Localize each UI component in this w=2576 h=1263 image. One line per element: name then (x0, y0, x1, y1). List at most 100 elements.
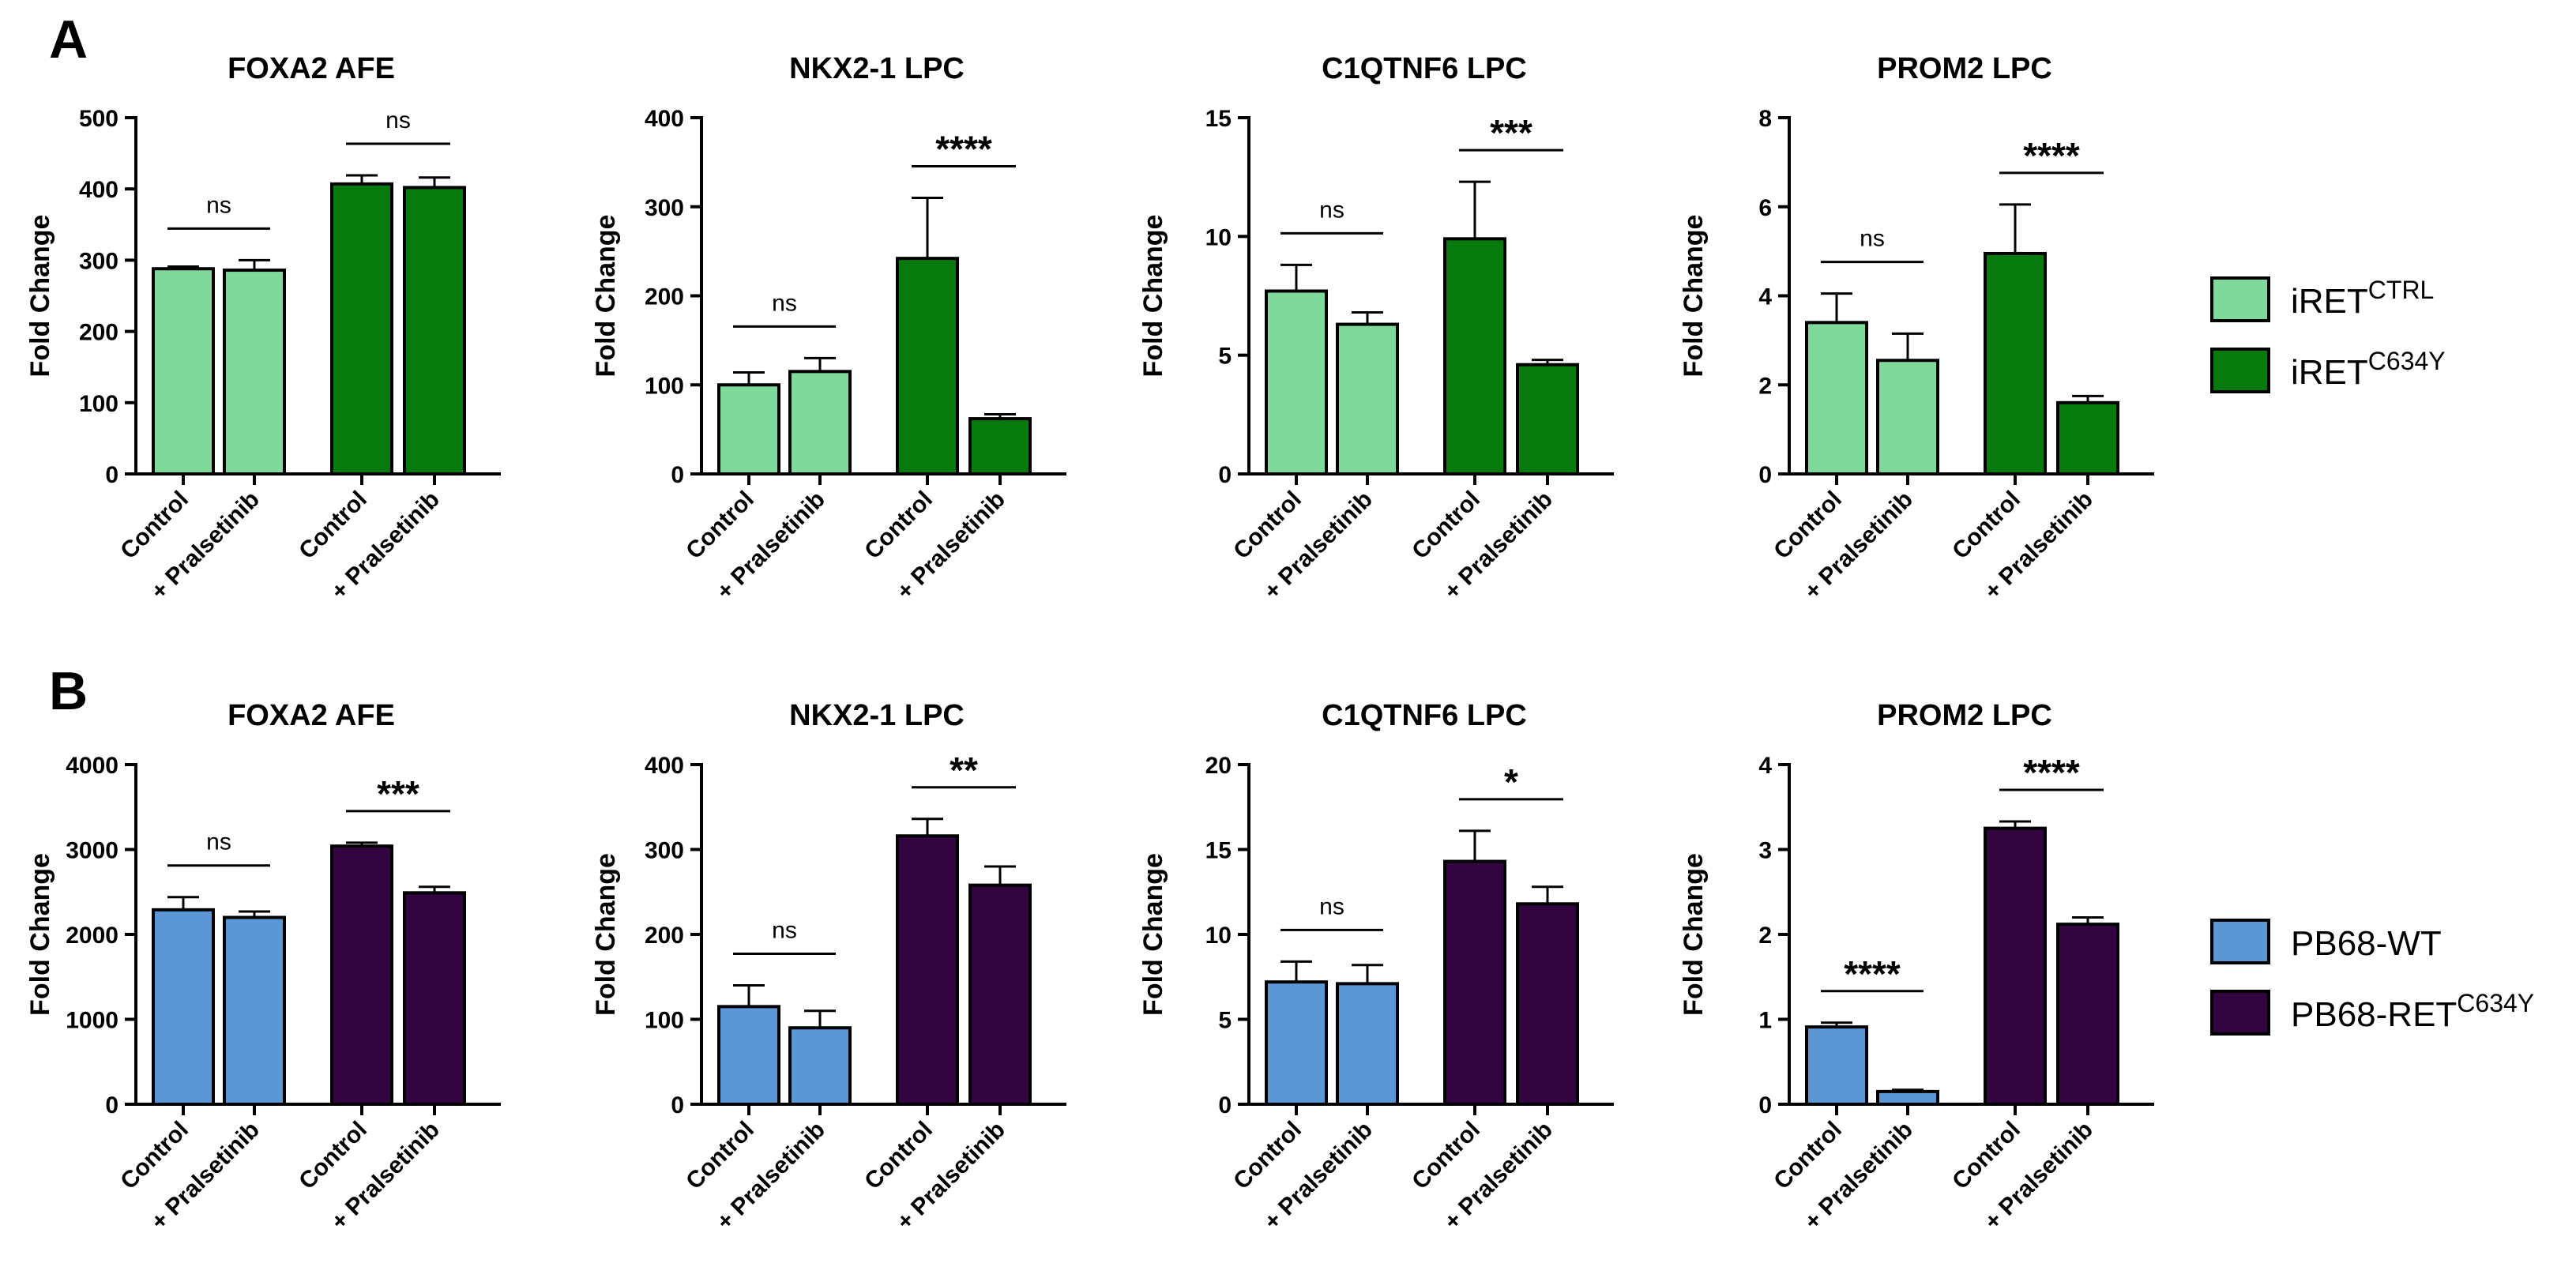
significance-label: ns (1860, 226, 1885, 252)
y-axis-label: Fold Change (591, 215, 621, 378)
bar (223, 269, 286, 476)
y-tick-label: 4000 (66, 753, 118, 779)
y-tick-label: 1 (1758, 1008, 1772, 1034)
y-tick-label: 5 (1218, 344, 1232, 370)
chart-title: FOXA2 AFE (228, 52, 395, 85)
chart-title: NKX2-1 LPC (789, 52, 965, 85)
legend-swatch (2210, 990, 2270, 1036)
y-tick-label: 0 (671, 1092, 684, 1118)
significance-label: ns (206, 829, 231, 855)
y-tick-label: 4 (1758, 753, 1772, 779)
y-axis-label: Fold Change (1679, 853, 1709, 1016)
significance-label: ns (772, 290, 797, 316)
bar (788, 1026, 852, 1106)
legend-label-superscript: CTRL (2368, 276, 2435, 304)
y-axis-label: Fold Change (25, 215, 55, 378)
legend-label: PB68-RETC634Y (2291, 989, 2534, 1034)
y-tick-label: 5 (1218, 1008, 1232, 1034)
y-tick-label: 100 (79, 391, 118, 417)
bar (1876, 1089, 1939, 1106)
y-tick-label: 3 (1758, 838, 1772, 864)
y-tick-label: 0 (1758, 1092, 1772, 1118)
legend-b: PB68-WT PB68-RETC634Y (2210, 919, 2534, 1036)
bar (1336, 982, 1399, 1106)
bar (968, 417, 1032, 476)
y-tick-label: 0 (1758, 462, 1772, 488)
legend-label-base: PB68-WT (2291, 924, 2442, 963)
significance-label: **** (935, 128, 992, 169)
bar (2056, 400, 2119, 476)
significance-label: ns (772, 918, 797, 944)
significance-label: ns (1319, 197, 1344, 223)
legend-swatch (2210, 348, 2270, 393)
y-tick-label: 300 (645, 195, 684, 221)
bar (1876, 359, 1939, 476)
y-tick-label: 15 (1205, 838, 1232, 864)
bar (1805, 321, 1868, 476)
bar (1443, 237, 1506, 476)
bar (1443, 859, 1506, 1107)
y-tick-label: 200 (645, 923, 684, 949)
bar (2056, 923, 2119, 1106)
y-axis-label: Fold Change (1138, 215, 1168, 378)
chart-title: PROM2 LPC (1877, 699, 2052, 732)
bar (330, 182, 393, 476)
legend-label-base: PB68-RET (2291, 995, 2457, 1034)
legend-swatch (2210, 919, 2270, 964)
y-axis-label: Fold Change (1138, 853, 1168, 1016)
y-tick-label: 10 (1205, 224, 1232, 250)
bar (896, 257, 959, 476)
legend-label: iRETC634Y (2291, 347, 2446, 392)
y-tick-label: 15 (1205, 106, 1232, 132)
y-tick-label: 2 (1758, 923, 1772, 949)
y-tick-label: 300 (79, 248, 118, 274)
y-tick-label: 8 (1758, 106, 1772, 132)
significance-label: *** (1490, 112, 1532, 153)
y-tick-label: 400 (645, 106, 684, 132)
bar (152, 267, 215, 476)
y-tick-label: 0 (1218, 462, 1232, 488)
legend-label-base: iRET (2291, 353, 2368, 392)
legend-swatch (2210, 276, 2270, 322)
legend-label-superscript: C634Y (2457, 989, 2534, 1017)
legend-label: iRETCTRL (2291, 276, 2434, 321)
bar (788, 370, 852, 476)
bar (1984, 826, 2047, 1106)
bar (1265, 980, 1328, 1106)
y-tick-label: 100 (645, 373, 684, 399)
bar (1516, 902, 1579, 1107)
y-axis-label: Fold Change (591, 853, 621, 1016)
y-tick-label: 100 (645, 1008, 684, 1034)
significance-label: ns (206, 192, 231, 218)
chart-title: FOXA2 AFE (228, 699, 395, 732)
bar (403, 186, 466, 476)
y-tick-label: 2000 (66, 923, 118, 949)
bar (968, 883, 1032, 1107)
significance-label: **** (2023, 752, 2080, 793)
significance-label: ns (1319, 893, 1344, 919)
panel-label-b: B (49, 661, 88, 721)
y-tick-label: 400 (645, 753, 684, 779)
chart-title: C1QTNF6 LPC (1322, 52, 1527, 85)
significance-label: **** (2023, 135, 2080, 176)
y-tick-label: 2 (1758, 373, 1772, 399)
bar (896, 834, 959, 1107)
legend-label-base: iRET (2291, 282, 2368, 321)
y-tick-label: 200 (645, 284, 684, 310)
y-tick-label: 20 (1205, 753, 1232, 779)
bar (717, 1005, 780, 1106)
bar (330, 844, 393, 1106)
bar (1265, 289, 1328, 476)
bar (223, 915, 286, 1106)
bar (1336, 322, 1399, 476)
